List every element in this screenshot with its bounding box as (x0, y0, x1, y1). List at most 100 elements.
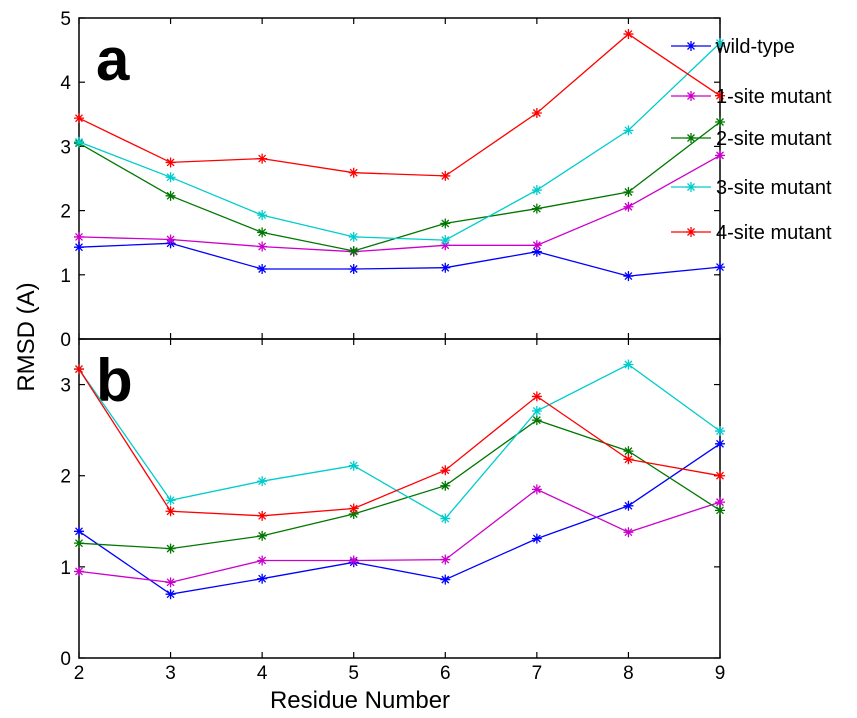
series-line (78, 33, 721, 177)
data-point (531, 391, 542, 402)
series-line (78, 121, 721, 252)
data-point (531, 406, 542, 417)
data-point (348, 246, 359, 257)
data-point (165, 190, 176, 201)
y-tick-label: 1 (60, 558, 71, 579)
data-point (440, 574, 451, 585)
series-line (78, 242, 721, 277)
series-line (78, 419, 721, 550)
y-tick-label: 0 (60, 649, 71, 670)
data-point (623, 201, 634, 212)
data-point (440, 235, 451, 246)
data-point (623, 500, 634, 511)
legend-marker (686, 182, 696, 192)
data-point (348, 264, 359, 275)
y-tick-label: 2 (60, 202, 71, 223)
data-point (715, 470, 725, 481)
legend-label: 4-site mutant (716, 222, 832, 244)
legend-label: 3-site mutant (716, 177, 832, 199)
series-line (78, 42, 721, 241)
legend-marker (686, 41, 696, 51)
data-point (165, 172, 176, 183)
data-point (165, 157, 176, 168)
series-line (78, 154, 721, 253)
data-point (165, 577, 176, 588)
data-point (440, 465, 451, 476)
data-point (74, 526, 84, 537)
data-point (715, 426, 725, 437)
x-axis-title: Residue Number (270, 687, 450, 714)
series-line (78, 488, 721, 584)
y-tick-label: 3 (60, 137, 71, 158)
legend-marker (686, 91, 696, 101)
data-point (440, 240, 451, 251)
data-point (348, 555, 359, 566)
data-point (715, 497, 725, 508)
data-point (257, 573, 268, 584)
data-point (531, 415, 542, 426)
data-point (440, 262, 451, 273)
data-point (531, 533, 542, 544)
data-point (440, 513, 451, 524)
data-point (257, 153, 268, 164)
x-tick-label: 3 (165, 663, 176, 684)
x-tick-label: 8 (623, 663, 634, 684)
data-point (440, 480, 451, 491)
data-point (623, 271, 634, 282)
data-point (74, 242, 84, 253)
plot-frame (78, 338, 721, 659)
x-tick-label: 2 (74, 663, 85, 684)
data-point (623, 359, 634, 370)
data-point (531, 240, 542, 251)
legend-label: 2-site mutant (716, 128, 832, 150)
data-point (257, 241, 268, 252)
data-point (531, 203, 542, 214)
data-point (74, 113, 84, 124)
data-point (531, 108, 542, 119)
data-point (74, 364, 84, 375)
legend-marker (686, 133, 696, 143)
data-point (74, 231, 84, 242)
series-line (78, 443, 721, 595)
y-tick-label: 3 (60, 376, 71, 397)
data-point (348, 231, 359, 242)
x-tick-label: 5 (348, 663, 359, 684)
y-tick-label: 5 (60, 9, 71, 30)
y-axis-title: RMSD (A) (13, 282, 40, 391)
x-tick-label: 6 (440, 663, 451, 684)
series-line (78, 363, 721, 520)
data-point (257, 210, 268, 221)
legend: wild-type 1-site mutant 2-site mutant 3-sit… (671, 36, 832, 244)
data-point (440, 218, 451, 229)
data-point (74, 566, 84, 577)
data-point (623, 29, 634, 40)
y-tick-label: 1 (60, 266, 71, 287)
data-point (348, 167, 359, 178)
data-point (348, 503, 359, 514)
y-tick-label: 2 (60, 467, 71, 488)
data-point (165, 234, 176, 245)
x-tick-label: 7 (532, 663, 543, 684)
data-point (257, 227, 268, 238)
data-point (715, 117, 725, 128)
data-point (257, 476, 268, 487)
data-point (531, 246, 542, 257)
data-point (623, 454, 634, 465)
data-point (440, 170, 451, 181)
data-point (715, 90, 725, 101)
data-point (623, 446, 634, 457)
panel-a: 0 1 2 3 4 5 a (60, 9, 725, 351)
data-point (623, 186, 634, 197)
data-point (348, 460, 359, 471)
data-point (257, 510, 268, 521)
data-point (623, 527, 634, 538)
legend-label: 1-site mutant (716, 86, 832, 108)
data-point (165, 589, 176, 600)
data-point (165, 506, 176, 517)
legend-marker (686, 227, 696, 237)
data-point (531, 484, 542, 495)
data-point (348, 508, 359, 519)
data-point (257, 530, 268, 541)
